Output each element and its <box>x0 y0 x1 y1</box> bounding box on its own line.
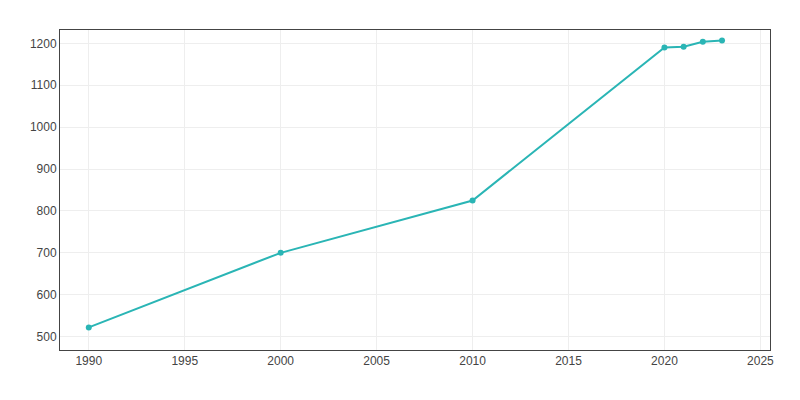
svg-text:2005: 2005 <box>363 354 390 368</box>
svg-text:1990: 1990 <box>75 354 102 368</box>
svg-text:1100: 1100 <box>31 78 57 92</box>
svg-text:900: 900 <box>37 162 57 176</box>
svg-text:2025: 2025 <box>747 354 774 368</box>
svg-text:1200: 1200 <box>30 37 57 51</box>
svg-text:700: 700 <box>37 246 57 260</box>
svg-text:1000: 1000 <box>30 120 57 134</box>
svg-text:2000: 2000 <box>267 354 294 368</box>
svg-text:2010: 2010 <box>459 354 486 368</box>
svg-text:800: 800 <box>37 204 57 218</box>
svg-text:600: 600 <box>37 288 57 302</box>
svg-text:1995: 1995 <box>171 354 198 368</box>
svg-text:2020: 2020 <box>651 354 678 368</box>
svg-text:500: 500 <box>37 330 57 344</box>
svg-text:2015: 2015 <box>555 354 582 368</box>
